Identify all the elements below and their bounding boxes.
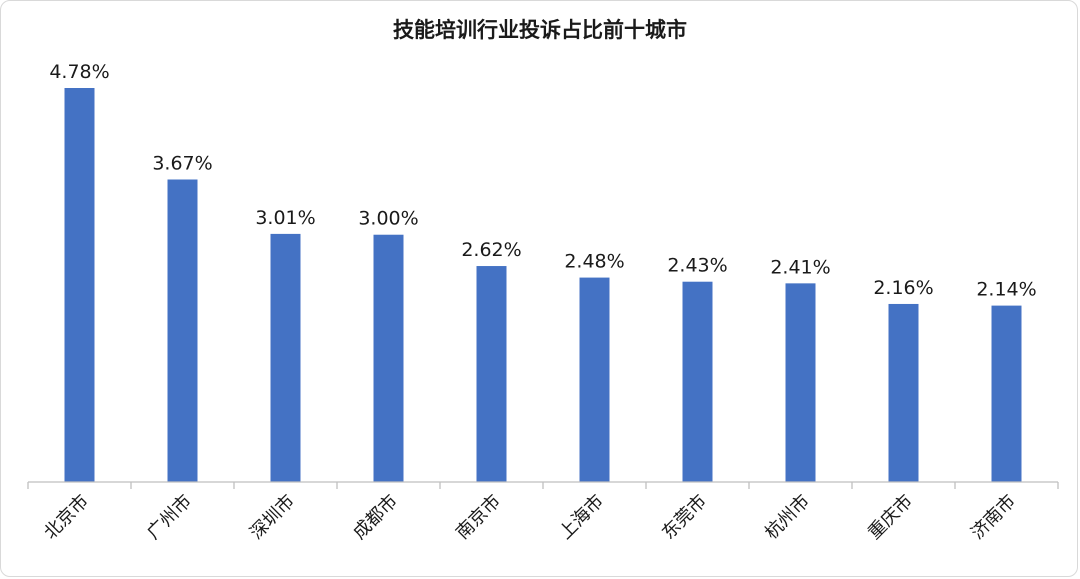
bar-value-label: 2.16% [873,277,933,299]
bar-value-label: 4.78% [49,61,109,83]
bar [270,233,301,482]
x-tick-label: 广州市 [143,491,196,544]
bar-value-label: 2.48% [564,251,624,273]
x-tick-label: 成都市 [349,491,402,544]
bar-value-label: 2.62% [461,239,521,261]
x-tick-label: 北京市 [40,491,93,544]
x-tick-label: 南京市 [452,491,505,544]
x-tick-label: 上海市 [555,491,608,544]
value-labels-group: 4.78% 3.67% 3.01% 3.00% 2.62% 2.48% 2.43% 2.41%… [49,61,1036,301]
bar [167,179,198,483]
bar-value-label: 2.43% [667,255,727,277]
x-tick-label: 济南市 [967,491,1020,544]
bar [579,277,610,482]
bar [888,303,919,482]
bar [785,283,816,482]
bar [682,281,713,482]
x-tick-label: 杭州市 [761,491,814,544]
x-tick-labels-group: 北京市 广州市 深圳市 成都市 南京市 上海市 东莞市 杭州市 重庆市 济南市 [40,491,1020,544]
bar-value-label: 3.01% [255,207,315,229]
x-tick-label: 重庆市 [864,491,917,544]
bar [991,305,1022,482]
bars-group [64,88,1022,483]
bar-value-label: 2.41% [770,256,830,278]
bar-value-label: 2.14% [976,279,1036,301]
bar [373,234,404,482]
x-tick-label: 深圳市 [246,491,299,544]
x-tick-label: 东莞市 [658,491,711,544]
bar-value-label: 3.00% [358,208,418,230]
bar-value-label: 3.67% [152,152,212,174]
bar [476,266,507,482]
bar [64,88,95,482]
chart-title: 技能培训行业投诉占比前十城市 [393,18,687,42]
x-axis [27,481,1059,489]
